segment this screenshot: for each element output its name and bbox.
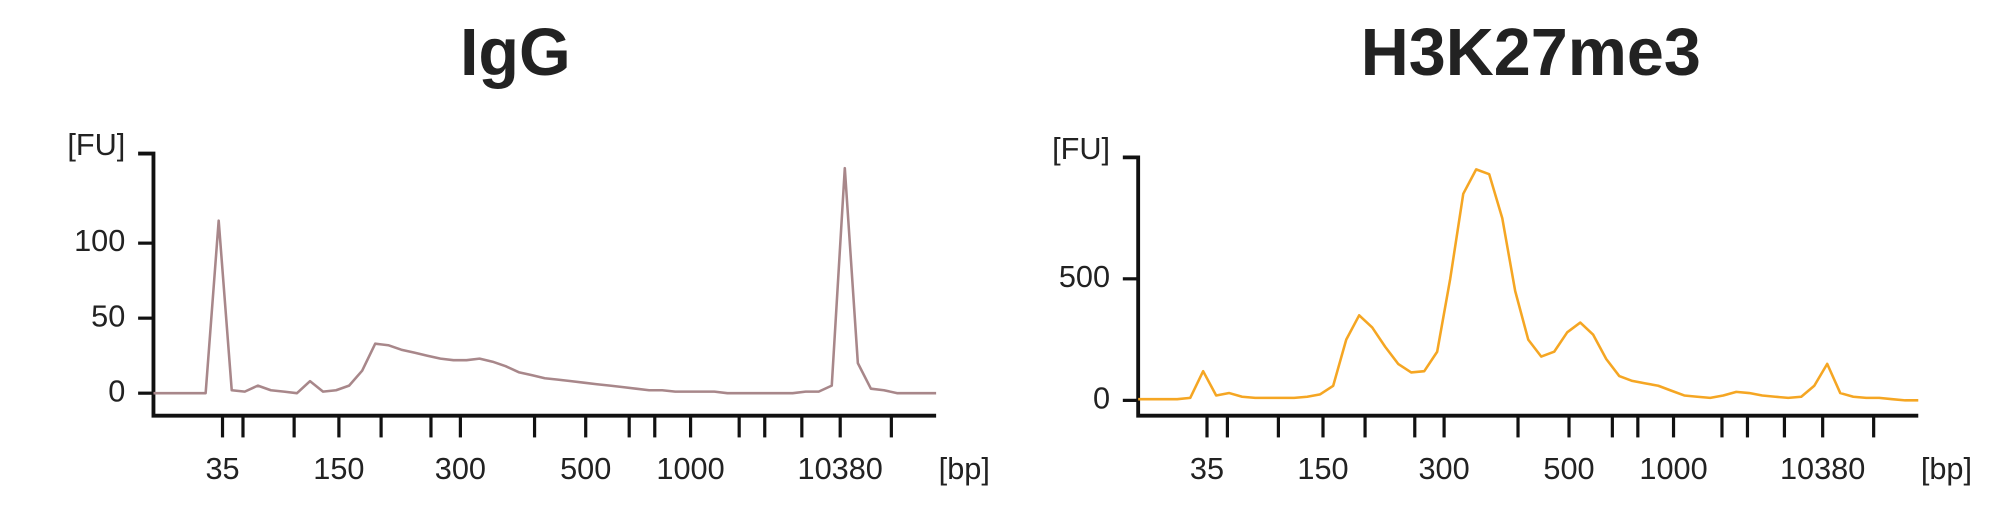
x-tick-label: 300 [1418,451,1469,486]
x-axis-label: [bp] [1921,451,1972,486]
chart-title: H3K27me3 [1361,16,1701,90]
x-tick-label: 150 [1297,451,1348,486]
x-tick-label: 35 [205,451,239,486]
y-tick-label: 500 [1059,259,1110,294]
x-tick-label: 10380 [1780,451,1865,486]
trace [153,166,937,395]
x-axis-label: [bp] [939,451,990,486]
y-axis-label: [FU] [1052,131,1110,166]
x-tick-label: 300 [435,451,486,486]
y-axis-label: [FU] [67,127,125,162]
y-tick-label: 0 [1093,380,1110,415]
axes [138,151,937,418]
x-tick-label: 500 [1543,451,1594,486]
y-tick-label: 0 [108,373,125,408]
x-tick-label: 150 [313,451,364,486]
x-tick-label: 10380 [798,451,883,486]
x-tick-label: 1000 [1639,451,1707,486]
trace [1138,168,1919,402]
axes [1122,155,1919,418]
y-tick-label: 100 [74,223,125,258]
x-tick-label: 35 [1190,451,1224,486]
chart-title: IgG [460,16,571,90]
x-tick-label: 1000 [656,451,724,486]
x-tick-label: 500 [560,451,611,486]
y-tick-label: 50 [91,298,125,333]
